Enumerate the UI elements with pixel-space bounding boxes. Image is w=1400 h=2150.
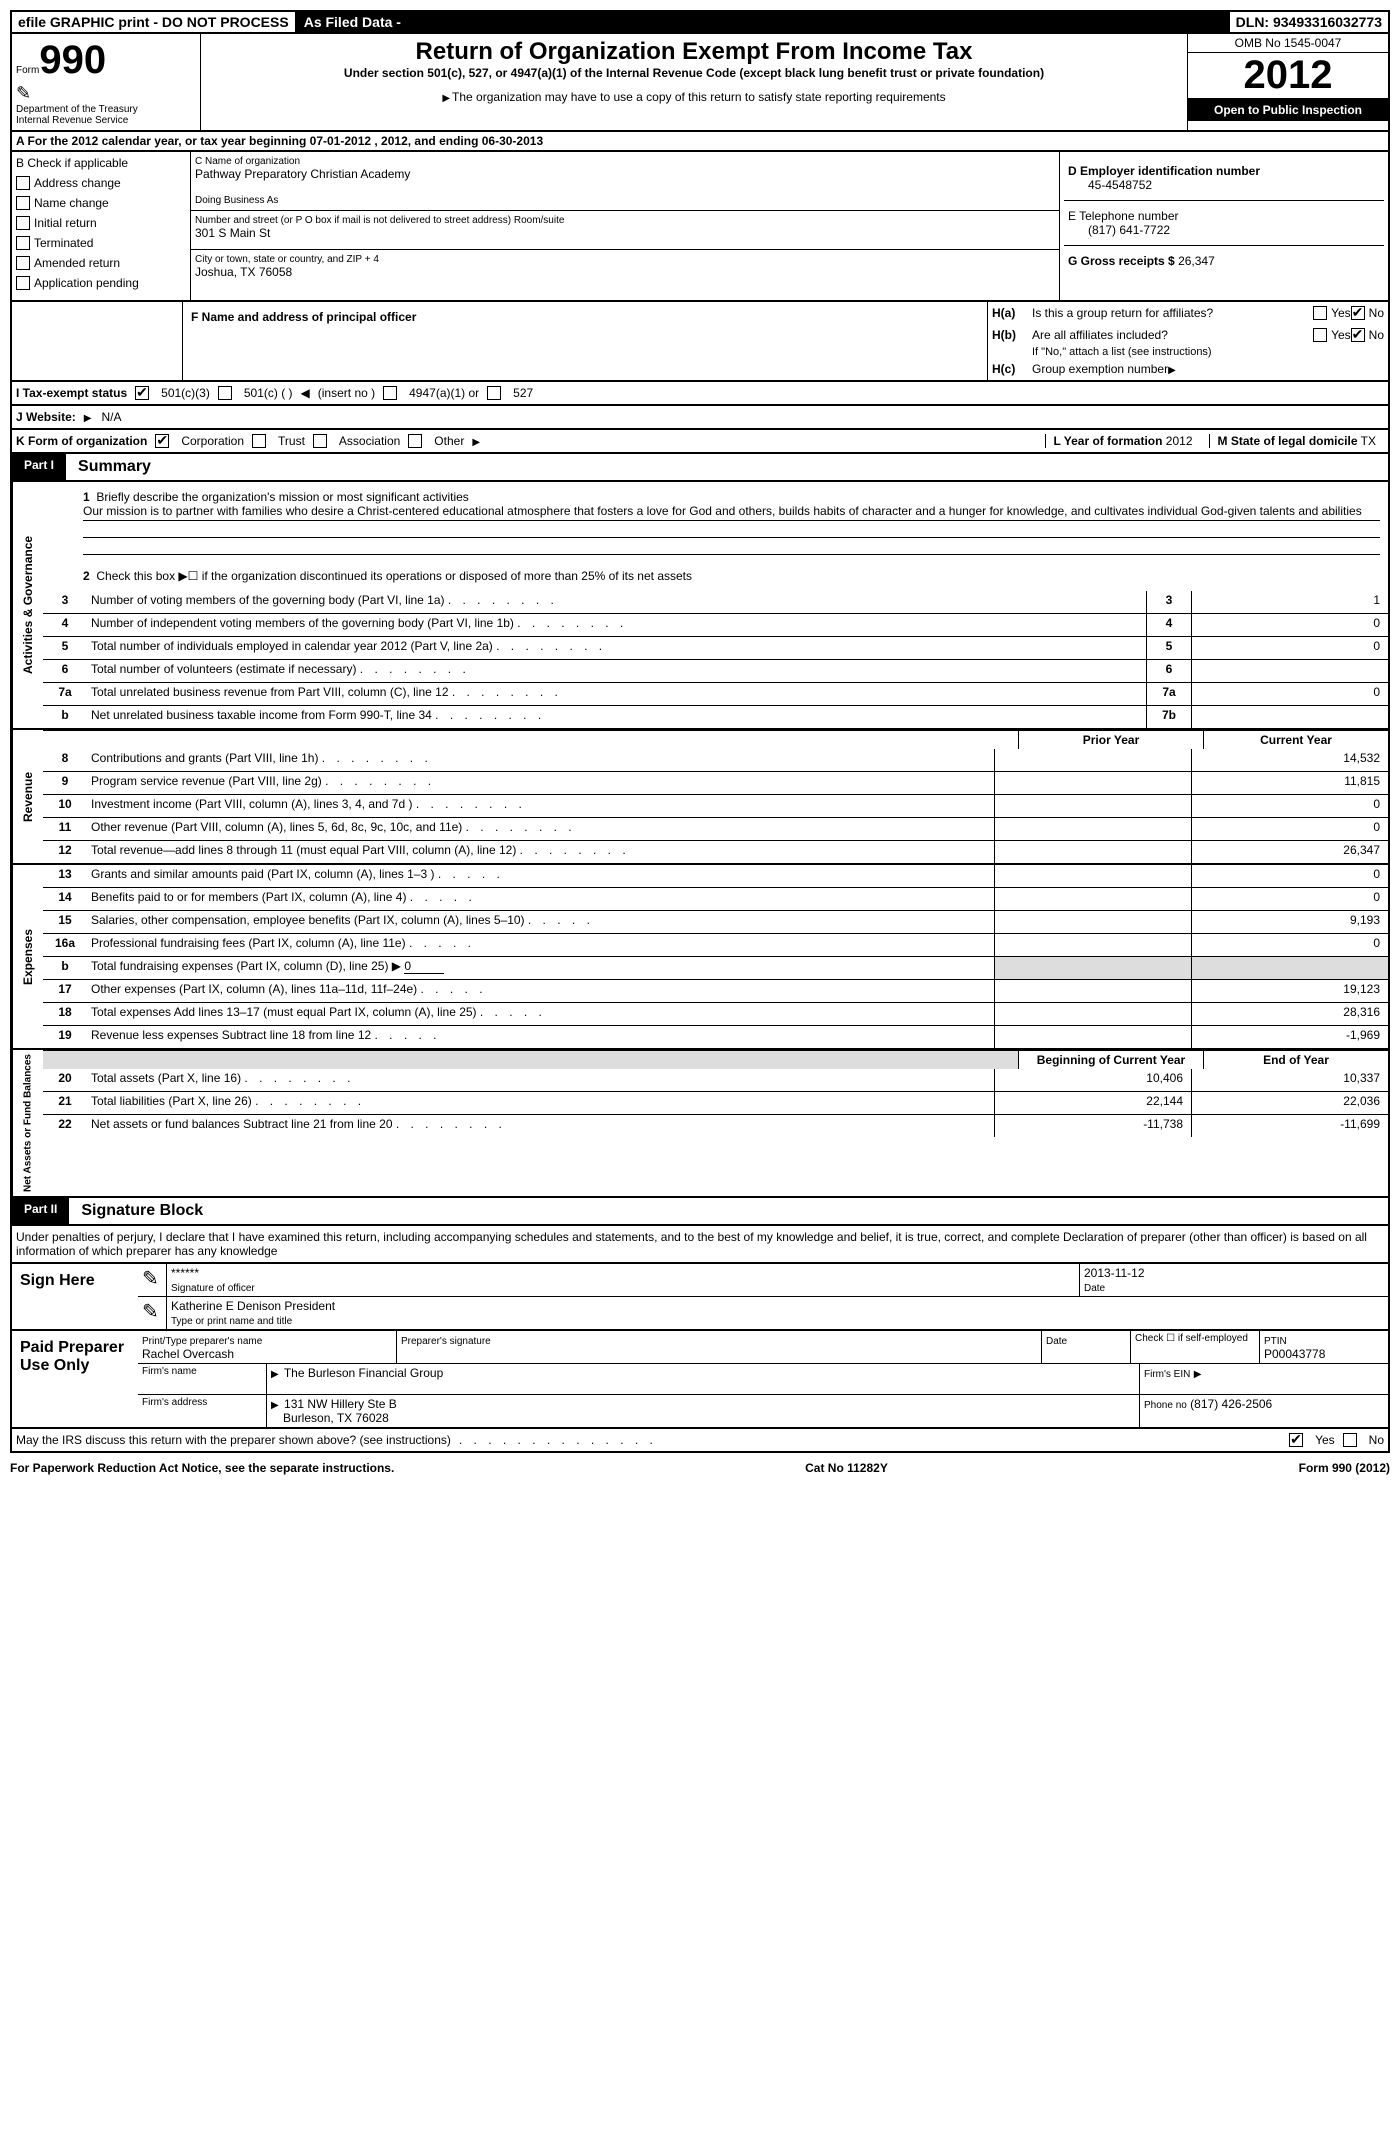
discuss-yes[interactable] [1289, 1433, 1303, 1447]
net-assets: Net Assets or Fund Balances Beginning of… [10, 1050, 1390, 1198]
form-subtitle-1: Under section 501(c), 527, or 4947(a)(1)… [209, 66, 1179, 80]
fh-section: F Name and address of principal officer … [10, 302, 1390, 382]
checkbox-address[interactable] [16, 176, 30, 190]
header-bar: efile GRAPHIC print - DO NOT PROCESS As … [10, 10, 1390, 34]
gross: 26,347 [1178, 254, 1215, 268]
sign-here-block: Sign Here ✎ ****** Signature of officer … [10, 1264, 1390, 1331]
open-inspection: Open to Public Inspection [1188, 99, 1388, 121]
form-number: 990 [39, 38, 106, 83]
cb-4947[interactable] [383, 386, 397, 400]
row-k: K Form of organization Corporation Trust… [10, 430, 1390, 454]
f-label: F Name and address of principal officer [191, 310, 416, 324]
street-label: Number and street (or P O box if mail is… [195, 215, 1055, 226]
cb-501c[interactable] [218, 386, 232, 400]
ha-yes[interactable] [1313, 306, 1327, 320]
section-a: A For the 2012 calendar year, or tax yea… [10, 132, 1390, 152]
form-label: Form [16, 65, 39, 76]
tel: (817) 641-7722 [1068, 223, 1380, 237]
activities-governance: Activities & Governance 1 Briefly descri… [10, 482, 1390, 730]
gross-label: G Gross receipts $ [1068, 254, 1175, 268]
row-i: I Tax-exempt status 501(c)(3) 501(c) ( )… [10, 382, 1390, 406]
cb-527[interactable] [487, 386, 501, 400]
org-name-label: C Name of organization [195, 156, 1055, 167]
cb-corp[interactable] [155, 434, 169, 448]
mid-section: B Check if applicable Address change Nam… [10, 152, 1390, 302]
col-c: C Name of organization Pathway Preparato… [191, 152, 1060, 300]
tel-label: E Telephone number [1068, 209, 1380, 223]
checkbox-amended[interactable] [16, 256, 30, 270]
cb-trust[interactable] [252, 434, 266, 448]
cb-501c3[interactable] [135, 386, 149, 400]
tax-year: 2012 [1188, 53, 1388, 99]
filler [410, 12, 1230, 32]
year-block: OMB No 1545-0047 2012 Open to Public Ins… [1187, 34, 1388, 130]
ha-no[interactable] [1351, 306, 1365, 320]
street: 301 S Main St [195, 226, 1055, 240]
checkbox-pending[interactable] [16, 276, 30, 290]
top-section: Form 990 ✎ Department of the Treasury In… [10, 34, 1390, 132]
city: Joshua, TX 76058 [195, 265, 1055, 279]
form-id-block: Form 990 ✎ Department of the Treasury In… [12, 34, 201, 130]
row-j: J Website: N/A [10, 406, 1390, 430]
dln-label: DLN: 93493316032773 [1230, 12, 1388, 32]
discuss-row: May the IRS discuss this return with the… [10, 1429, 1390, 1453]
org-name: Pathway Preparatory Christian Academy [195, 167, 1055, 181]
checkbox-initial[interactable] [16, 216, 30, 230]
form-title: Return of Organization Exempt From Incom… [209, 38, 1179, 66]
revenue: Revenue Prior Year Current Year 8Contrib… [10, 730, 1390, 865]
hb-no[interactable] [1351, 328, 1365, 342]
omb-number: OMB No 1545-0047 [1188, 34, 1388, 53]
checkbox-name[interactable] [16, 196, 30, 210]
cb-other[interactable] [408, 434, 422, 448]
city-label: City or town, state or country, and ZIP … [195, 254, 1055, 265]
hb-yes[interactable] [1313, 328, 1327, 342]
col-b: B Check if applicable Address change Nam… [12, 152, 191, 300]
expenses: Expenses 13Grants and similar amounts pa… [10, 865, 1390, 1050]
checkbox-terminated[interactable] [16, 236, 30, 250]
dba-label: Doing Business As [195, 195, 1055, 206]
col-d: D Employer identification number 45-4548… [1060, 152, 1388, 300]
col-b-label: B Check if applicable [16, 156, 186, 170]
efile-label: efile GRAPHIC print - DO NOT PROCESS [12, 12, 296, 32]
form-subtitle-2: The organization may have to use a copy … [452, 90, 946, 104]
as-filed-label: As Filed Data - [296, 12, 410, 32]
paid-preparer-block: Paid Preparer Use Only Print/Type prepar… [10, 1331, 1390, 1429]
discuss-no[interactable] [1343, 1433, 1357, 1447]
part-2-header: Part II Signature Block [10, 1198, 1390, 1226]
ein-label: D Employer identification number [1068, 164, 1380, 178]
declaration: Under penalties of perjury, I declare th… [10, 1226, 1390, 1264]
ein: 45-4548752 [1068, 178, 1380, 192]
cb-assoc[interactable] [313, 434, 327, 448]
dept-1: Department of the Treasury [16, 104, 196, 115]
part-1-header: Part I Summary [10, 454, 1390, 482]
footer: For Paperwork Reduction Act Notice, see … [10, 1453, 1390, 1483]
title-block: Return of Organization Exempt From Incom… [201, 34, 1187, 130]
dept-2: Internal Revenue Service [16, 115, 196, 126]
